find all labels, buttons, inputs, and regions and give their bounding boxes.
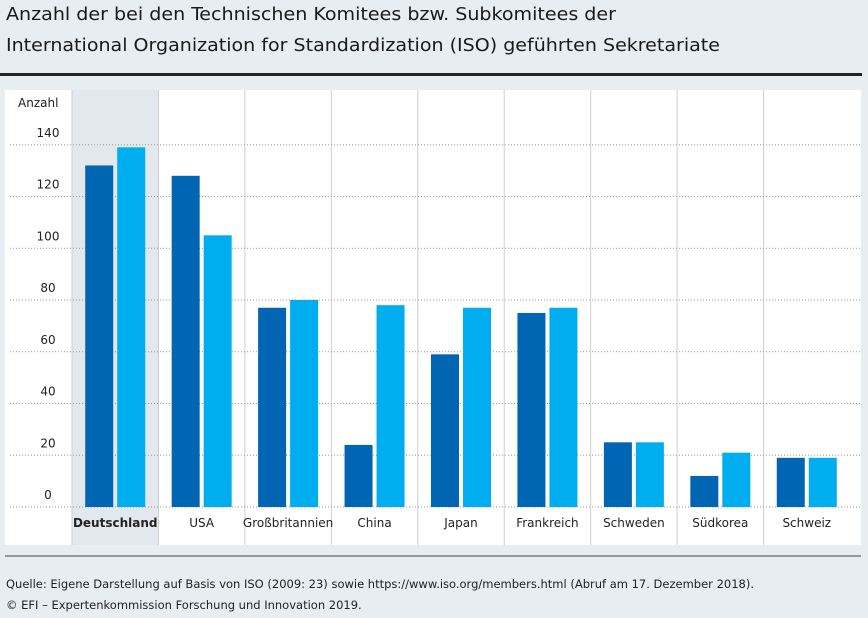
bar <box>171 175 200 508</box>
bar <box>85 165 114 507</box>
source: © EFI – Expertenkommission Forschung und… <box>6 598 362 612</box>
x-tick-label: Südkorea <box>692 516 748 530</box>
x-tick-label: Schweden <box>603 516 665 530</box>
bar <box>635 442 664 507</box>
title-rule <box>0 73 862 76</box>
bar <box>344 444 373 507</box>
bar <box>690 475 719 507</box>
bar <box>517 312 546 507</box>
bar <box>808 457 837 507</box>
bar <box>463 307 491 507</box>
y-tick-label: 140 <box>37 126 60 140</box>
x-tick-label: Deutschland <box>73 516 158 530</box>
bar <box>776 457 805 507</box>
x-tick-label: China <box>357 516 391 530</box>
x-tick-label: Japan <box>443 516 477 530</box>
bar <box>376 305 405 507</box>
y-tick-label: 0 <box>44 488 52 502</box>
highlight-band <box>72 90 159 545</box>
bar <box>722 452 751 507</box>
bar <box>603 442 632 507</box>
y-tick-label: 60 <box>40 333 55 347</box>
y-tick-label: 20 <box>40 436 55 450</box>
bar <box>258 307 287 507</box>
x-tick-label: USA <box>189 516 215 530</box>
y-tick-label: 80 <box>40 281 55 295</box>
bar <box>290 300 319 507</box>
y-tick-label: 40 <box>40 385 55 399</box>
bar <box>117 147 146 507</box>
chart-title: International Organization for Standardi… <box>6 35 720 56</box>
chart-title: Anzahl der bei den Technischen Komitees … <box>6 4 616 25</box>
y-tick-label: 100 <box>37 229 60 243</box>
source: Quelle: Eigene Darstellung auf Basis von… <box>6 577 754 591</box>
bar <box>203 235 232 507</box>
y-tick-label: 120 <box>37 178 60 192</box>
x-tick-label: Schweiz <box>782 516 831 530</box>
bar <box>431 354 459 507</box>
y-axis-label: Anzahl <box>18 96 58 110</box>
bar <box>549 307 578 507</box>
x-tick-label: Großbritannien <box>243 516 333 530</box>
x-tick-label: Frankreich <box>516 516 578 530</box>
